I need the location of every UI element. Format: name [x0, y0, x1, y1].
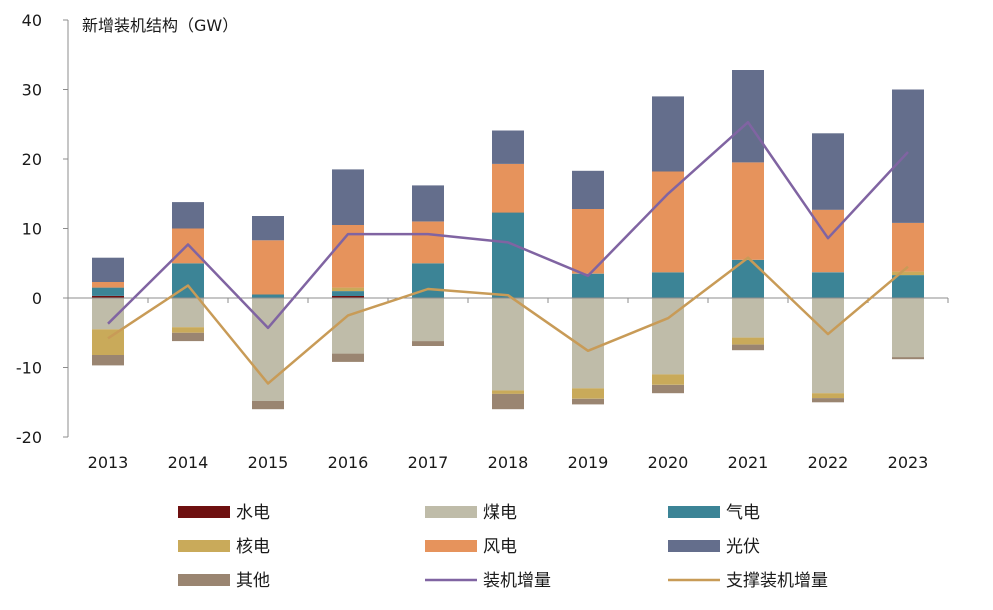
bar-4-2013	[92, 282, 124, 288]
x-tick-label-2022: 2022	[808, 453, 849, 472]
y-tick-label: 10	[22, 220, 42, 239]
bar-6-2020	[652, 384, 684, 394]
line-series-1	[107, 256, 909, 385]
bar-6-2018	[492, 393, 524, 410]
legend-label-5: 光伏	[726, 537, 760, 557]
bar-3-2019	[572, 388, 604, 399]
bar-3-2018	[492, 390, 524, 394]
bar-5-2022	[812, 133, 844, 210]
bar-2-2016	[332, 291, 364, 296]
x-tick-label-2018: 2018	[488, 453, 529, 472]
legend-label-0: 水电	[236, 503, 270, 523]
bar-6-2017	[412, 341, 444, 346]
x-tick-label-2021: 2021	[728, 453, 769, 472]
bar-5-2019	[572, 170, 604, 209]
bar-3-2020	[652, 374, 684, 385]
bar-6-2021	[732, 344, 764, 351]
bar-1-2014	[172, 298, 204, 328]
y-tick-label: 40	[22, 11, 42, 30]
bar-1-2021	[732, 298, 764, 338]
bar-3-2014	[172, 327, 204, 333]
y-tick-label: -10	[16, 359, 42, 378]
x-tick-label-2023: 2023	[888, 453, 929, 472]
chart-title: 新增装机结构（GW）	[82, 16, 238, 35]
bar-5-2015	[252, 216, 284, 241]
x-tick-label-2020: 2020	[648, 453, 689, 472]
legend-label-1: 煤电	[483, 503, 517, 523]
bar-6-2014	[172, 332, 204, 342]
bar-0-2013	[92, 295, 124, 298]
bar-2-2020	[652, 272, 684, 298]
bar-2-2023	[892, 275, 924, 298]
bar-6-2022	[812, 398, 844, 403]
axes-layer: -20 -10 0 10 20 30 40 2013 2014 2015 2016 2017 2018 2…	[16, 11, 949, 472]
x-tick-label-2017: 2017	[408, 453, 449, 472]
x-tick-label-2016: 2016	[328, 453, 369, 472]
y-tick-label: -20	[16, 428, 42, 447]
x-tick-label-2015: 2015	[248, 453, 289, 472]
bar-1-2022	[812, 298, 844, 394]
bar-4-2017	[412, 221, 444, 264]
legend-swatch-2	[668, 506, 720, 518]
bar-5-2016	[332, 169, 364, 225]
legend-label-7: 装机增量	[483, 571, 551, 591]
legend-swatch-5	[668, 540, 720, 552]
line-series-0	[107, 120, 909, 330]
bar-4-2021	[732, 162, 764, 260]
bar-1-2018	[492, 298, 524, 391]
bar-2-2019	[572, 273, 604, 298]
y-tick-label: 30	[22, 81, 42, 100]
bar-4-2018	[492, 163, 524, 213]
bar-5-2018	[492, 130, 524, 164]
bar-6-2023	[892, 357, 924, 360]
bar-3-2016	[332, 287, 364, 292]
x-tick-label-2019: 2019	[568, 453, 609, 472]
bar-0-2016	[332, 295, 364, 298]
bar-6-2019	[572, 398, 604, 405]
bar-1-2023	[892, 298, 924, 358]
x-tick-label-2014: 2014	[168, 453, 209, 472]
legend-label-2: 气电	[726, 503, 760, 523]
legend-swatch-1	[425, 506, 477, 518]
bar-1-2017	[412, 298, 444, 342]
bar-5-2014	[172, 202, 204, 229]
legend-label-6: 其他	[236, 571, 270, 591]
bar-4-2019	[572, 209, 604, 274]
bar-2-2018	[492, 212, 524, 298]
lines-layer	[107, 120, 909, 385]
legend-label-3: 核电	[236, 537, 270, 557]
bar-2-2013	[92, 287, 124, 296]
legend-swatch-0	[178, 506, 230, 518]
bar-2-2022	[812, 272, 844, 298]
y-tick-label: 0	[32, 289, 42, 308]
legend-swatch-3	[178, 540, 230, 552]
legend-swatch-4	[425, 540, 477, 552]
bar-4-2023	[892, 222, 924, 272]
bar-3-2013	[92, 329, 124, 355]
bar-5-2013	[92, 257, 124, 282]
bar-2-2015	[252, 294, 284, 298]
bar-6-2013	[92, 355, 124, 366]
bar-3-2023	[892, 271, 924, 276]
legend-label-8: 支撑装机增量	[726, 571, 828, 591]
bar-5-2023	[892, 89, 924, 223]
bar-5-2021	[732, 70, 764, 163]
bar-4-2015	[252, 240, 284, 295]
y-tick-label: 20	[22, 150, 42, 169]
x-tick-label-2013: 2013	[88, 453, 129, 472]
bar-4-2022	[812, 209, 844, 273]
bar-6-2015	[252, 400, 284, 410]
bar-3-2021	[732, 337, 764, 345]
bars-layer	[92, 70, 924, 410]
bar-6-2016	[332, 353, 364, 362]
bar-5-2020	[652, 96, 684, 172]
legend-swatch-6	[178, 574, 230, 586]
bar-4-2020	[652, 171, 684, 273]
bar-3-2022	[812, 393, 844, 399]
legend-label-4: 风电	[483, 537, 517, 557]
bar-5-2017	[412, 185, 444, 222]
